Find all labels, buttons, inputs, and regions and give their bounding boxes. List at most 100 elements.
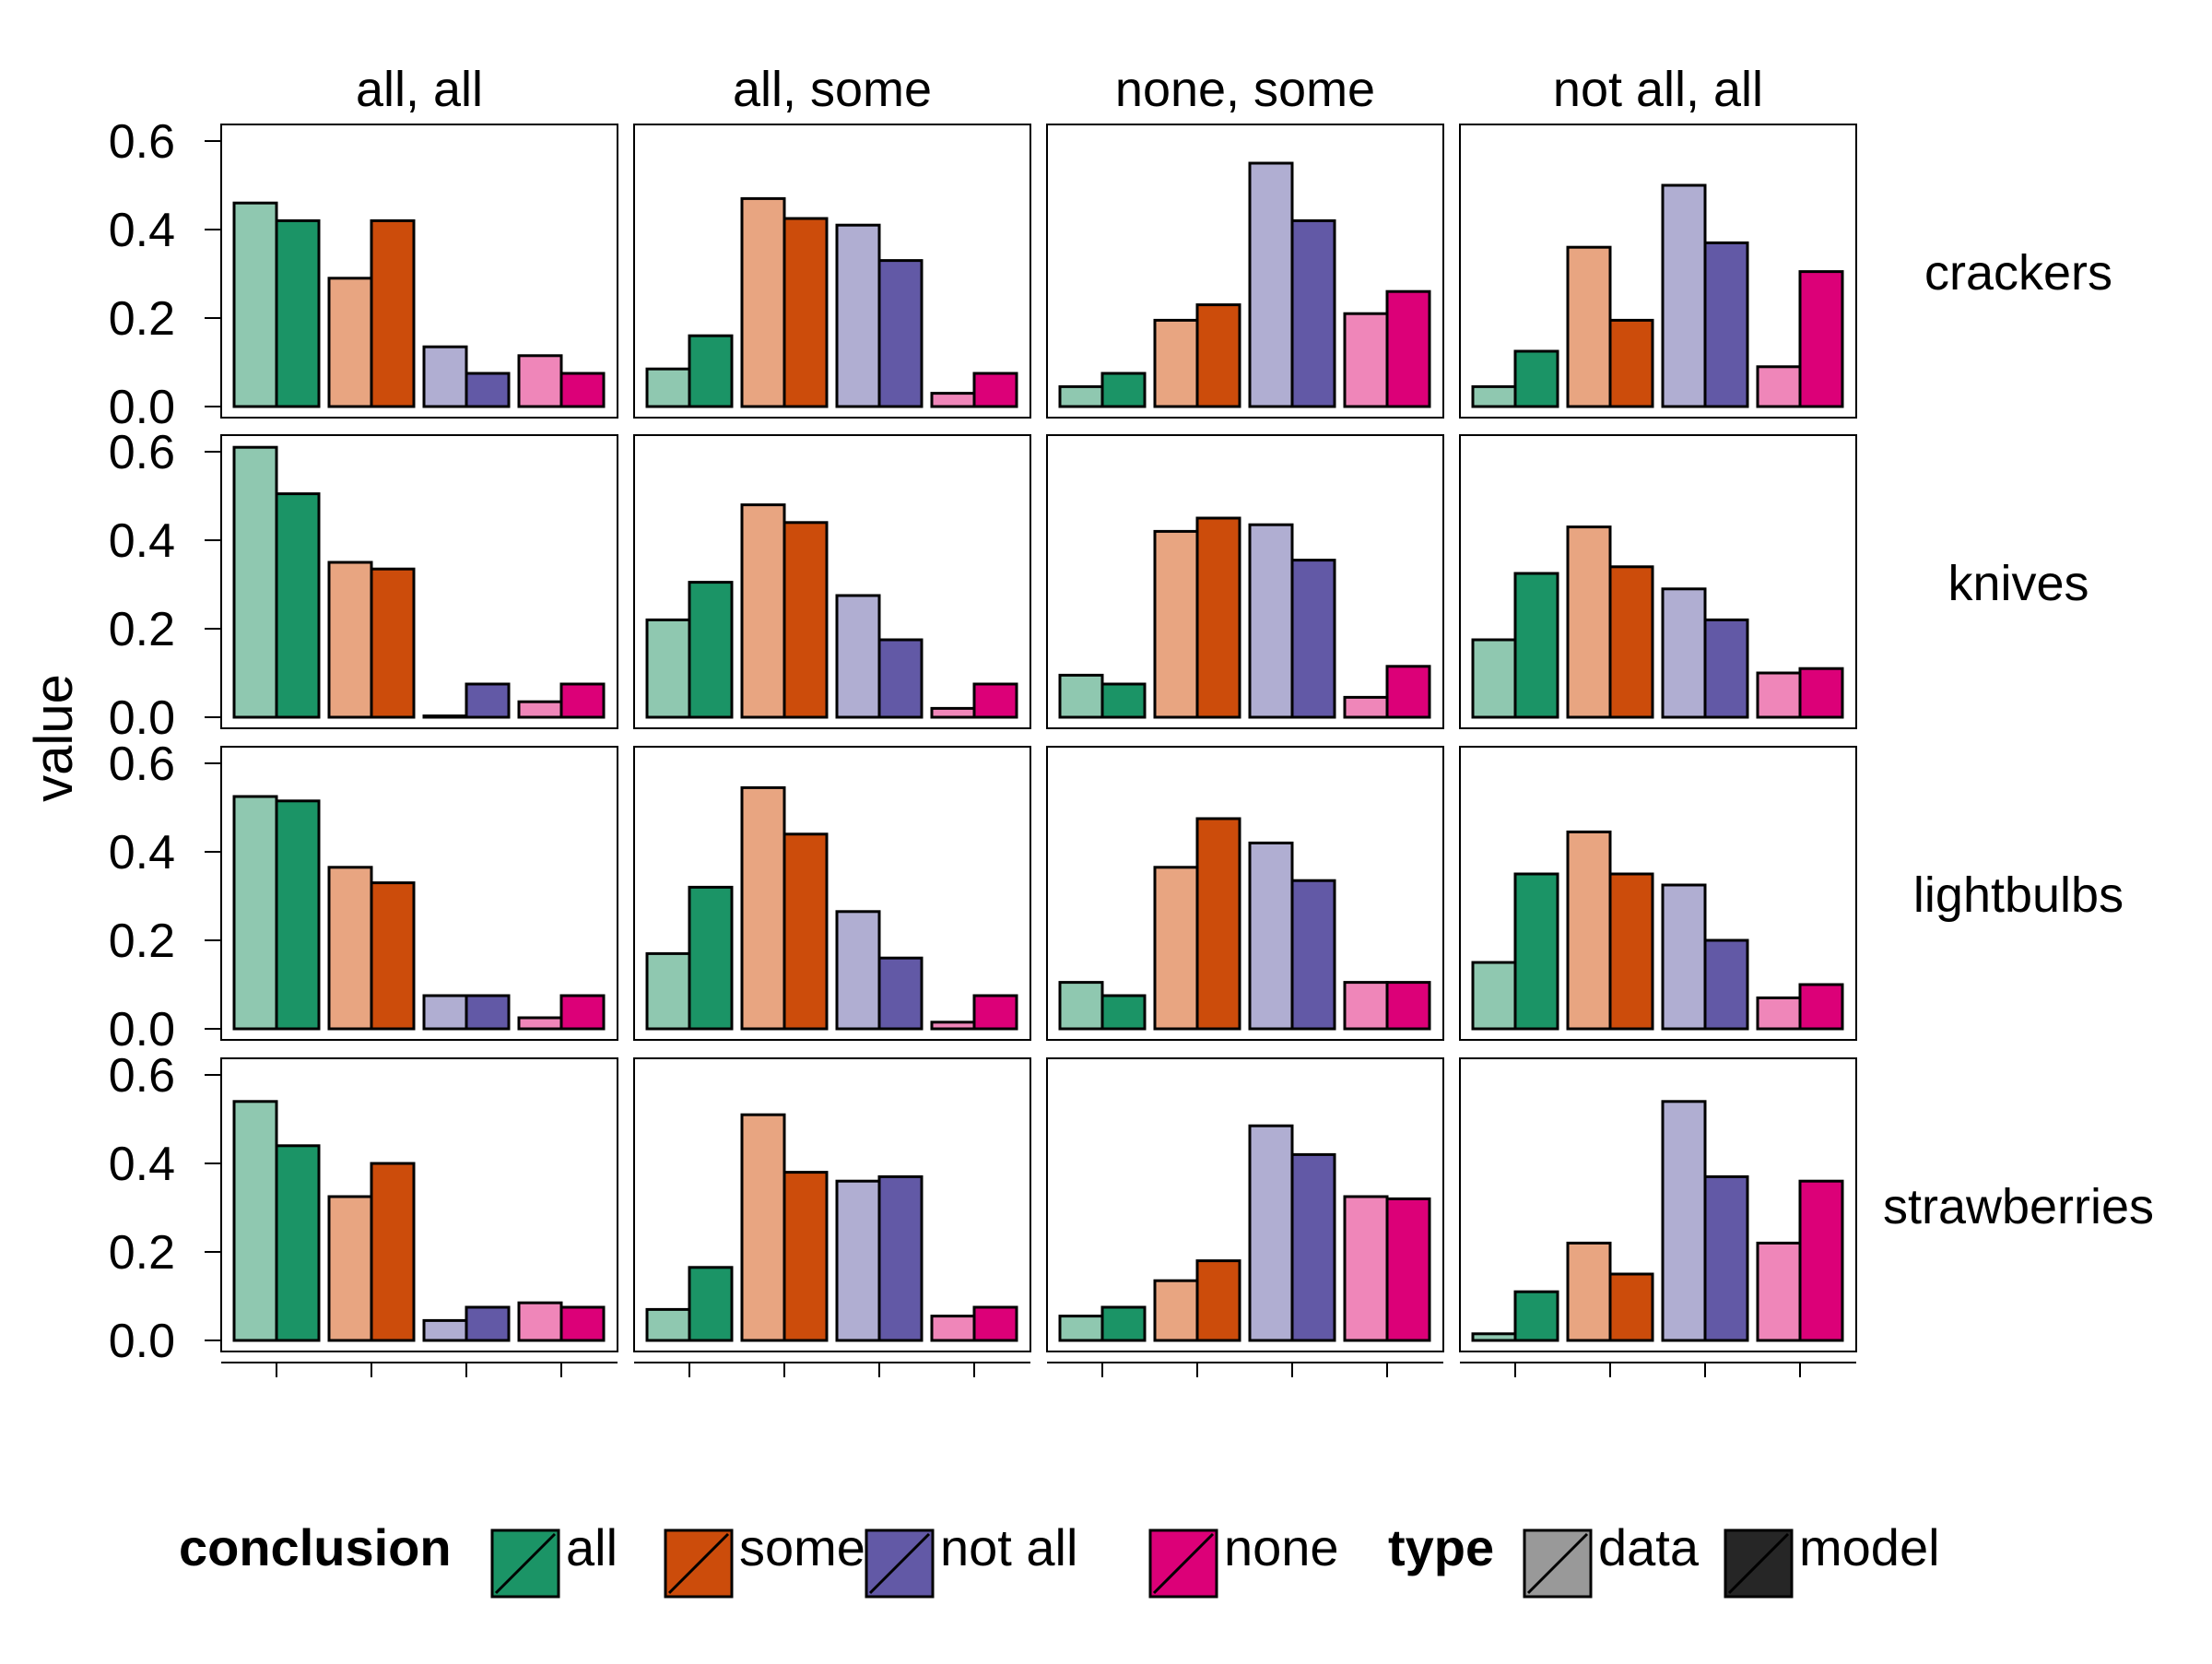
bar-strawberries-all-some-some-model	[782, 1171, 829, 1342]
legend-label-none: none	[1224, 1518, 1339, 1576]
bar-crackers-all-all-none-data	[517, 354, 563, 408]
bar-strawberries-all-some-all-data	[645, 1307, 691, 1342]
bar-knives-all-all-all-model	[275, 492, 321, 719]
bar-knives-all-all-some-data	[327, 561, 373, 719]
panel-crackers-none-some	[1046, 124, 1444, 419]
legend-swatch-slash-data	[1526, 1532, 1589, 1595]
panel-strawberries-not-all-all	[1459, 1057, 1857, 1352]
bar-strawberries-all-all-some-model	[370, 1162, 416, 1342]
panel-knives-none-some	[1046, 434, 1444, 729]
bar-knives-none-some-not-all-model	[1290, 559, 1336, 719]
bar-strawberries-not-all-all-all-data	[1471, 1332, 1517, 1342]
panel-knives-all-some	[633, 434, 1031, 729]
bar-crackers-not-all-all-all-data	[1471, 384, 1517, 408]
bar-crackers-all-all-none-model	[559, 372, 606, 408]
panel-strawberries-all-all	[220, 1057, 618, 1352]
y-tick-label-knives-0: 0.0	[109, 691, 175, 745]
y-tick-label-lightbulbs-0: 0.0	[109, 1003, 175, 1056]
bar-lightbulbs-all-all-not-all-model	[465, 994, 511, 1031]
panel-strawberries-all-some	[633, 1057, 1031, 1352]
panel-strawberries-none-some	[1046, 1057, 1444, 1352]
bar-crackers-none-some-some-data	[1153, 318, 1199, 408]
bar-crackers-all-some-some-model	[782, 217, 829, 408]
column-label-not-all-all: not all, all	[1553, 62, 1763, 117]
bar-crackers-all-all-some-data	[327, 277, 373, 408]
legend-label-some: some	[739, 1518, 865, 1576]
bar-strawberries-not-all-all-some-model	[1608, 1272, 1654, 1342]
bar-crackers-none-some-all-model	[1100, 372, 1147, 408]
legend-swatch-slash-none	[1152, 1532, 1215, 1595]
bar-knives-not-all-all-all-data	[1471, 638, 1517, 719]
bar-knives-all-all-not-all-data	[422, 714, 468, 719]
bar-lightbulbs-all-some-not-all-data	[835, 910, 881, 1031]
legend-swatch-slash-some	[667, 1532, 730, 1595]
bar-lightbulbs-all-some-some-model	[782, 832, 829, 1031]
legend-swatch-slash-all	[494, 1532, 557, 1595]
panel-knives-not-all-all	[1459, 434, 1857, 729]
bar-crackers-all-all-not-all-model	[465, 372, 511, 408]
bar-crackers-not-all-all-some-data	[1566, 245, 1612, 408]
bar-strawberries-not-all-all-not-all-model	[1703, 1174, 1749, 1342]
bar-lightbulbs-all-all-none-data	[517, 1016, 563, 1031]
panel-crackers-all-some	[633, 124, 1031, 419]
panel-knives-all-all	[220, 434, 618, 729]
legend-title-conclusion: conclusion	[179, 1518, 452, 1576]
y-tick-label-lightbulbs-1: 0.2	[109, 915, 175, 968]
bar-knives-none-some-not-all-data	[1248, 523, 1294, 719]
bar-crackers-not-all-all-not-all-data	[1661, 183, 1707, 408]
legend: conclusion all some not all none type data mode…	[179, 1518, 1940, 1599]
panel-frame	[1046, 434, 1444, 729]
panel-lightbulbs-not-all-all	[1459, 746, 1857, 1041]
bar-lightbulbs-all-all-none-model	[559, 994, 606, 1031]
panel-crackers-not-all-all	[1459, 124, 1857, 419]
panel-lightbulbs-all-all	[220, 746, 618, 1041]
bar-crackers-not-all-all-none-data	[1756, 365, 1802, 408]
bar-knives-all-all-none-model	[559, 682, 606, 719]
bar-knives-all-all-none-data	[517, 700, 563, 719]
bar-crackers-not-all-all-none-model	[1798, 270, 1844, 408]
bar-knives-all-some-none-data	[930, 706, 976, 719]
bar-lightbulbs-none-some-not-all-data	[1248, 841, 1294, 1031]
bar-strawberries-not-all-all-none-data	[1756, 1241, 1802, 1342]
bar-knives-not-all-all-some-data	[1566, 525, 1612, 719]
column-label-all-all: all, all	[356, 62, 483, 117]
bar-crackers-all-some-none-model	[972, 372, 1018, 408]
bar-strawberries-not-all-all-some-data	[1566, 1241, 1612, 1342]
legend-swatch-slash-not-all	[868, 1532, 931, 1595]
bar-lightbulbs-all-some-some-data	[740, 785, 786, 1031]
column-label-none-some: none, some	[1115, 62, 1375, 117]
bar-knives-all-some-all-data	[645, 618, 691, 719]
bar-strawberries-all-some-not-all-model	[877, 1174, 924, 1342]
legend-label-model: model	[1799, 1518, 1940, 1576]
bar-knives-all-some-all-model	[688, 581, 734, 719]
bar-lightbulbs-not-all-all-not-all-data	[1661, 883, 1707, 1031]
bar-strawberries-all-some-all-model	[688, 1266, 734, 1342]
bar-strawberries-none-some-all-data	[1058, 1315, 1104, 1342]
bar-crackers-none-some-none-model	[1385, 289, 1431, 408]
y-tick-label-crackers-3: 0.6	[109, 115, 175, 169]
panel-lightbulbs-none-some	[1046, 746, 1444, 1041]
bar-lightbulbs-none-some-all-model	[1100, 994, 1147, 1031]
bar-knives-none-some-some-model	[1195, 516, 1241, 719]
bar-lightbulbs-all-all-some-model	[370, 881, 416, 1031]
bar-knives-none-some-none-data	[1343, 695, 1389, 719]
bar-knives-all-some-none-model	[972, 682, 1018, 719]
legend-label-all: all	[566, 1518, 618, 1576]
bar-strawberries-all-some-none-data	[930, 1315, 976, 1342]
bar-lightbulbs-all-all-all-model	[275, 799, 321, 1031]
bar-strawberries-all-all-none-data	[517, 1301, 563, 1342]
y-tick-label-knives-2: 0.4	[109, 514, 175, 568]
bar-crackers-none-some-some-model	[1195, 303, 1241, 408]
bar-crackers-all-all-not-all-data	[422, 345, 468, 408]
bar-strawberries-all-all-not-all-model	[465, 1305, 511, 1342]
bar-crackers-none-some-not-all-model	[1290, 218, 1336, 408]
row-label-knives: knives	[1947, 556, 2088, 611]
bar-crackers-not-all-all-all-model	[1513, 349, 1559, 408]
bar-knives-not-all-all-none-data	[1756, 671, 1802, 719]
bar-knives-all-some-some-model	[782, 521, 829, 719]
bar-lightbulbs-not-all-all-some-model	[1608, 872, 1654, 1031]
legend-label-data: data	[1598, 1518, 1700, 1576]
bar-crackers-all-all-all-data	[232, 201, 278, 408]
